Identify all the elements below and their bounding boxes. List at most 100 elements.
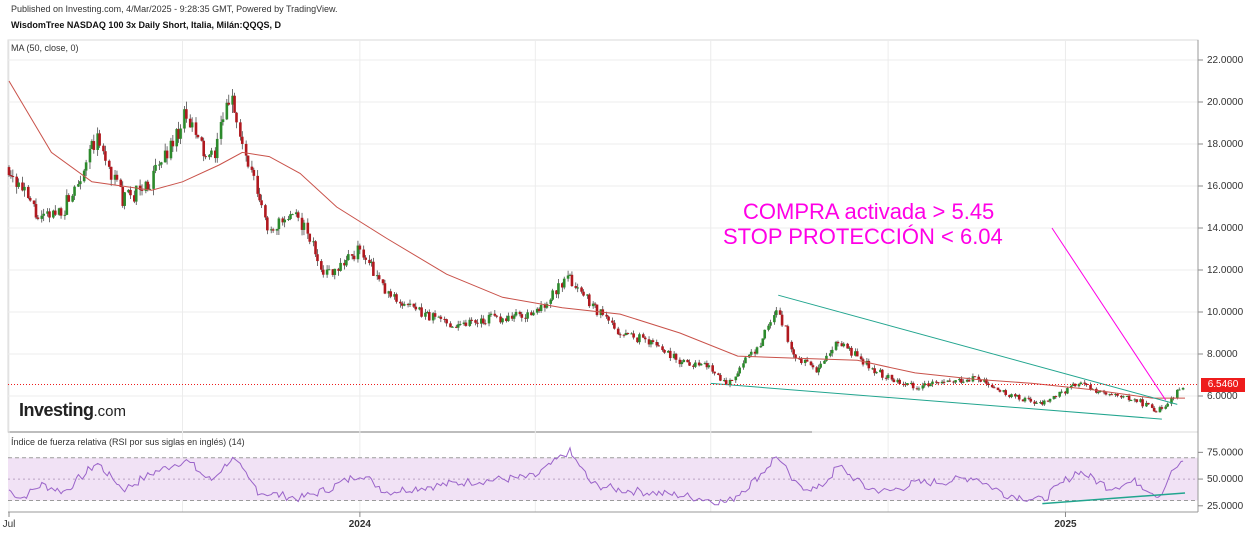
- candle-body: [680, 362, 684, 365]
- candle-body: [892, 379, 896, 383]
- candle-body: [493, 313, 497, 316]
- candle-body: [649, 340, 653, 345]
- candle-body: [152, 170, 155, 189]
- candle-body: [420, 307, 423, 317]
- candle-body: [48, 211, 51, 218]
- candle-body: [177, 129, 180, 139]
- rsi-tick-label: 25.0000: [1207, 501, 1244, 512]
- annotation-buy: COMPRA activada > 5.45: [743, 199, 995, 224]
- candle-body: [59, 208, 63, 216]
- candle-body: [607, 316, 610, 321]
- candle-body: [555, 290, 558, 295]
- candle-body: [694, 362, 697, 367]
- candle-body: [9, 175, 13, 177]
- candle-body: [688, 362, 691, 366]
- rsi-indicator-label[interactable]: Índice de fuerza relativa (RSI por sus s…: [11, 437, 245, 447]
- candle-body: [400, 303, 404, 306]
- candle-body: [613, 322, 616, 329]
- candle-body: [618, 334, 622, 336]
- candle-body: [462, 322, 466, 324]
- candle-body: [668, 350, 672, 359]
- candle-body: [1147, 402, 1150, 405]
- candle-body: [381, 279, 385, 284]
- candle-body: [163, 150, 167, 163]
- candle-body: [119, 179, 123, 187]
- candle-body: [275, 229, 279, 231]
- ma-indicator-label[interactable]: MA (50, close, 0): [11, 43, 79, 53]
- candle-body: [998, 390, 1002, 392]
- candle-body: [960, 378, 963, 383]
- candle-body: [393, 294, 396, 297]
- candle-body: [713, 371, 716, 374]
- candle-body: [179, 128, 182, 139]
- candle-body: [1089, 384, 1092, 390]
- ma-line: [8, 80, 1185, 399]
- candle-body: [537, 308, 541, 312]
- candle-body: [127, 189, 130, 193]
- candle-body: [175, 129, 179, 147]
- candle-body: [250, 166, 254, 170]
- candle-body: [568, 274, 572, 276]
- candle-body: [451, 326, 454, 328]
- candle-body: [480, 318, 483, 324]
- candle-body: [134, 185, 138, 202]
- candle-body: [1073, 383, 1077, 387]
- price-tick-label: 6.0000: [1207, 391, 1238, 402]
- candle-body: [123, 192, 126, 206]
- candle-body: [859, 356, 863, 360]
- candle-body: [1095, 388, 1098, 393]
- candle-body: [815, 367, 819, 373]
- candle-body: [165, 150, 169, 159]
- price-tick-label: 8.0000: [1207, 349, 1238, 360]
- candle-body: [1150, 404, 1154, 408]
- candle-body: [215, 138, 219, 159]
- overlays: [8, 80, 1198, 420]
- candle-body: [1160, 407, 1164, 409]
- candle-body: [744, 357, 747, 364]
- logo-suffix: .com: [93, 403, 127, 420]
- candle-body: [387, 291, 391, 294]
- candle-body: [825, 355, 828, 361]
- candle-body: [225, 102, 229, 120]
- candle-body: [281, 218, 285, 223]
- candle-body: [983, 379, 986, 382]
- candle-body: [977, 376, 981, 380]
- candle-body: [312, 241, 315, 243]
- candle-body: [703, 363, 707, 365]
- candle-body: [798, 358, 801, 360]
- candle-body: [927, 383, 930, 387]
- candle-body: [362, 249, 366, 258]
- candle-body: [884, 377, 888, 379]
- candle-body: [663, 349, 666, 353]
- candle-body: [63, 214, 67, 216]
- candle-body: [1096, 392, 1100, 394]
- instrument-title: WisdomTree NASDAQ 100 3x Daily Short, It…: [11, 20, 281, 30]
- candle-body: [71, 195, 74, 202]
- candle-body: [510, 315, 514, 319]
- candle-body: [936, 382, 940, 384]
- candle-body: [651, 340, 655, 342]
- candle-body: [34, 204, 38, 218]
- candle-body: [1015, 394, 1019, 397]
- candle-body: [753, 351, 757, 354]
- candle-body: [678, 359, 682, 365]
- candle-body: [321, 269, 325, 275]
- candle-body: [246, 155, 250, 167]
- candle-body: [271, 229, 275, 231]
- candle-body: [705, 363, 709, 368]
- candle-body: [854, 351, 857, 356]
- candle-body: [501, 318, 504, 323]
- candle-body: [549, 299, 553, 304]
- candle-body: [140, 189, 144, 191]
- candle-body: [655, 341, 659, 346]
- candle-body: [1154, 411, 1158, 413]
- candle-body: [1085, 383, 1088, 385]
- candle-body: [842, 343, 846, 347]
- candle-body: [213, 150, 217, 159]
- candle-body: [1127, 395, 1131, 401]
- candle-body: [377, 275, 381, 280]
- candle-body: [1066, 388, 1069, 394]
- candle-body: [53, 210, 57, 215]
- candle-body: [314, 241, 317, 255]
- candle-body: [871, 368, 874, 370]
